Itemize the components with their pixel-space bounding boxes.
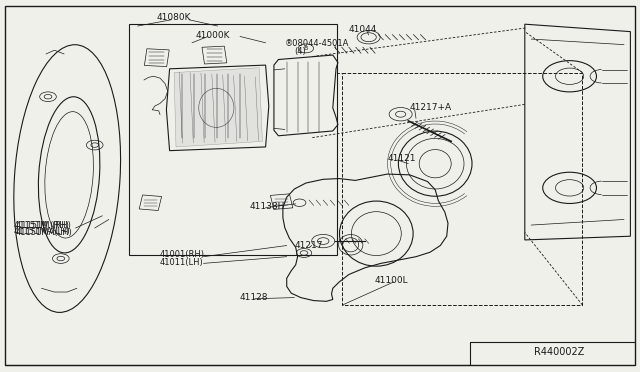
Text: 41080K: 41080K bbox=[157, 13, 191, 22]
Text: 41217: 41217 bbox=[294, 241, 323, 250]
Text: 41121: 41121 bbox=[387, 154, 416, 163]
Text: ®08044-4501A: ®08044-4501A bbox=[285, 39, 349, 48]
Text: (4): (4) bbox=[294, 47, 306, 56]
Text: 41000K: 41000K bbox=[195, 31, 230, 40]
Text: 41151M (RH): 41151M (RH) bbox=[16, 221, 71, 230]
Text: 41011(LH): 41011(LH) bbox=[160, 258, 204, 267]
Text: 41151MA(LH): 41151MA(LH) bbox=[14, 227, 71, 236]
Text: 41100L: 41100L bbox=[374, 276, 408, 285]
Text: 41128: 41128 bbox=[240, 293, 269, 302]
Text: B: B bbox=[304, 46, 308, 51]
Text: 41217+A: 41217+A bbox=[410, 103, 452, 112]
Text: 41151M (RH): 41151M (RH) bbox=[14, 221, 69, 230]
Bar bbox=[129, 24, 337, 255]
Text: R440002Z: R440002Z bbox=[534, 347, 585, 356]
Polygon shape bbox=[174, 68, 262, 147]
Text: 41138H: 41138H bbox=[250, 202, 285, 211]
Text: 41151MA(LH): 41151MA(LH) bbox=[16, 228, 73, 237]
Text: 41001(RH): 41001(RH) bbox=[160, 250, 205, 259]
Bar bbox=[342, 73, 582, 305]
Text: 41044: 41044 bbox=[349, 25, 377, 33]
